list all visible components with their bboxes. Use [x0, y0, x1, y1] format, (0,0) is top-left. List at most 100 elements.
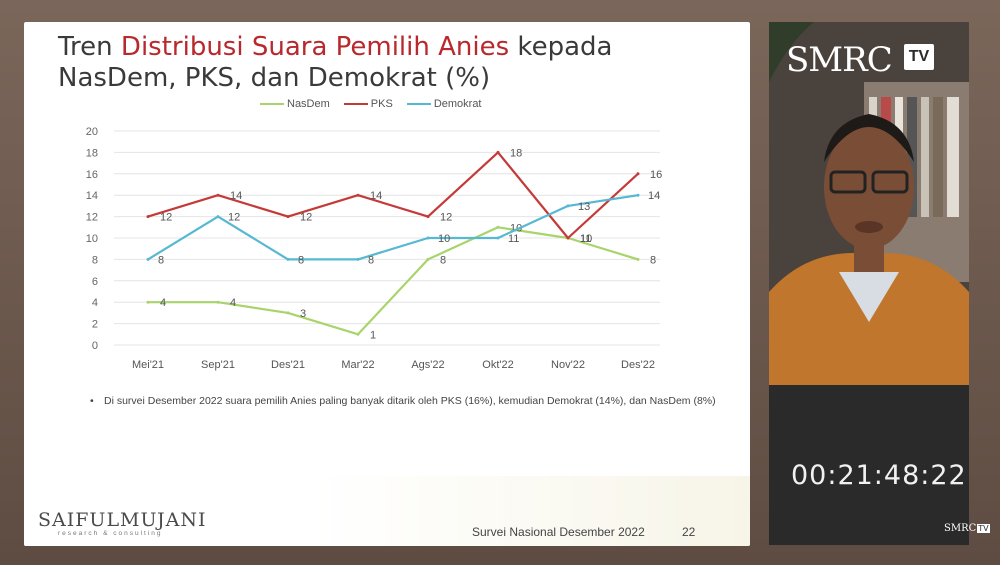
legend-label-demokrat: Demokrat	[433, 98, 482, 110]
data-label-demokrat: 13	[578, 201, 590, 213]
x-tick-label: Mar'22	[341, 359, 374, 371]
y-tick-label: 14	[86, 190, 98, 202]
legend-item-nasdem: NasDem	[260, 98, 330, 110]
x-tick-label: Des'21	[271, 359, 305, 371]
slide-footer-band	[24, 476, 750, 546]
title-suffix: kepada NasDem, PKS, dan Demokrat (%)	[58, 32, 613, 93]
title-highlight: Distribusi Suara Pemilih Anies	[120, 32, 510, 62]
data-point-nasdem	[356, 332, 360, 336]
bullet-text: Di survei Desember 2022 suara pemilih An…	[104, 395, 716, 407]
slide-page-number: 22	[682, 525, 696, 539]
data-label-nasdem: 4	[160, 297, 166, 309]
legend-item-demokrat: Demokrat	[406, 98, 482, 110]
data-point-pks	[426, 215, 430, 219]
data-point-nasdem	[286, 311, 290, 315]
bullet-dot: •	[90, 395, 94, 407]
x-tick-label: Okt'22	[482, 359, 513, 371]
x-tick-label: Ags'22	[411, 359, 444, 371]
data-label-nasdem: 4	[230, 297, 236, 309]
legend-swatch-nasdem	[260, 103, 284, 105]
data-label-demokrat: 14	[648, 190, 660, 202]
smrc-logo-text: SMRC	[786, 40, 893, 80]
data-point-demokrat	[356, 257, 360, 261]
smrc-tv-logo: SMRC TV	[786, 38, 934, 80]
y-tick-label: 2	[92, 319, 98, 331]
data-label-pks: 16	[650, 169, 662, 181]
data-point-nasdem	[426, 257, 430, 261]
x-tick-label: Nov'22	[551, 359, 585, 371]
chart-legend: NasDem PKS Demokrat	[260, 98, 482, 110]
data-point-pks	[286, 215, 290, 219]
data-point-demokrat	[146, 257, 150, 261]
data-label-nasdem: 1	[370, 329, 376, 341]
data-point-nasdem	[636, 257, 640, 261]
laptop-screen	[769, 385, 969, 545]
data-point-nasdem	[146, 300, 150, 304]
x-tick-label: Sep'21	[201, 359, 235, 371]
saifulmujani-logo: SAIFULMUJANI	[38, 509, 207, 531]
data-label-nasdem: 3	[300, 308, 306, 320]
legend-label-pks: PKS	[370, 98, 393, 110]
data-point-demokrat	[566, 204, 570, 208]
data-point-pks	[216, 193, 220, 197]
data-label-demokrat: 11	[508, 233, 519, 245]
series-line-demokrat	[147, 194, 639, 261]
y-tick-label: 12	[86, 212, 98, 224]
y-tick-label: 6	[92, 276, 98, 288]
corner-smrc-logo: SMRC TV	[944, 523, 990, 534]
saifulmujani-logo-subtext: research & consulting	[58, 530, 163, 537]
bullet-note: • Di survei Desember 2022 suara pemilih …	[90, 394, 744, 408]
data-point-demokrat	[636, 193, 640, 197]
data-point-demokrat	[426, 236, 430, 240]
y-tick-label: 16	[86, 169, 98, 181]
y-tick-label: 4	[92, 297, 98, 309]
data-label-nasdem: 8	[440, 254, 446, 266]
data-label-demokrat: 12	[228, 212, 240, 224]
series-line-nasdem	[148, 226, 639, 336]
y-tick-label: 20	[86, 126, 98, 138]
data-label-demokrat: 8	[158, 254, 164, 266]
x-tick-label: Des'22	[621, 359, 655, 371]
data-point-pks	[146, 215, 150, 219]
series-line-pks	[147, 151, 639, 240]
y-tick-label: 8	[92, 254, 98, 266]
data-point-pks	[636, 172, 640, 176]
y-tick-label: 0	[92, 340, 98, 352]
data-label-nasdem: 11	[580, 233, 591, 245]
y-tick-label: 10	[86, 233, 98, 245]
data-point-nasdem	[216, 300, 220, 304]
x-tick-label: Mei'21	[132, 359, 164, 371]
data-label-pks: 18	[510, 147, 522, 159]
data-label-pks: 12	[300, 212, 312, 224]
data-point-demokrat	[216, 215, 220, 219]
y-tick-label: 18	[86, 147, 98, 159]
data-point-nasdem	[496, 225, 500, 229]
data-point-pks	[356, 193, 360, 197]
data-point-pks	[566, 236, 570, 240]
presenter-video	[769, 22, 969, 385]
presentation-slide: Tren Distribusi Suara Pemilih Anies kepa…	[24, 22, 750, 546]
data-label-demokrat: 10	[438, 233, 450, 245]
data-label-nasdem: 8	[650, 254, 656, 266]
legend-swatch-demokrat	[406, 103, 431, 105]
data-point-demokrat	[496, 236, 500, 240]
tv-badge: TV	[904, 44, 934, 70]
slide-footer-text: Survei Nasional Desember 2022	[472, 525, 645, 539]
data-label-pks: 12	[440, 212, 452, 224]
data-point-demokrat	[286, 257, 290, 261]
legend-label-nasdem: NasDem	[287, 98, 330, 110]
data-label-pks: 10	[580, 233, 592, 245]
data-point-pks	[496, 150, 500, 154]
presenter-image	[769, 22, 969, 385]
timecode-display: 00:21:48:22	[791, 460, 967, 491]
legend-swatch-pks	[343, 103, 368, 105]
data-label-pks: 14	[230, 190, 242, 202]
data-label-pks: 12	[160, 212, 172, 224]
data-label-pks: 14	[370, 190, 382, 202]
data-label-demokrat: 8	[368, 254, 374, 266]
slide-title: Tren Distribusi Suara Pemilih Anies kepa…	[58, 32, 738, 94]
title-prefix: Tren	[58, 32, 121, 62]
legend-item-pks: PKS	[343, 98, 393, 110]
corner-logo-text: SMRC	[944, 523, 977, 534]
